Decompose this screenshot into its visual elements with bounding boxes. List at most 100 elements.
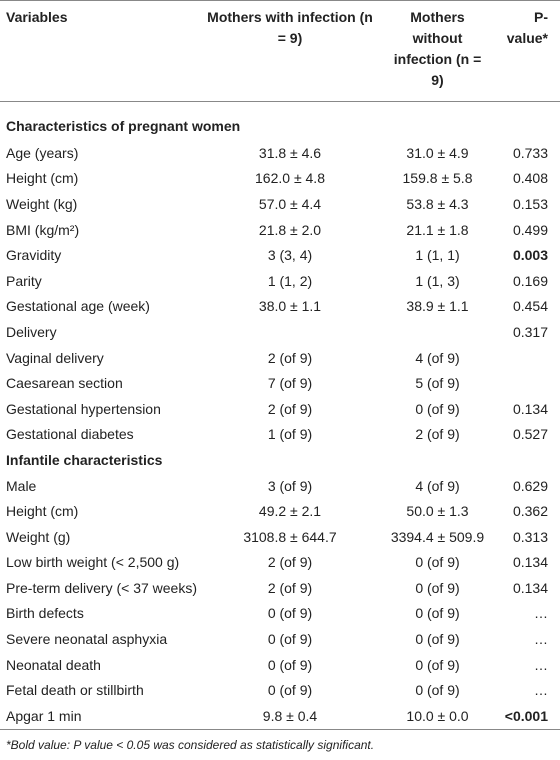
cell: Height (cm) xyxy=(6,503,79,520)
cell: 159.8 ± 5.8 xyxy=(402,170,473,187)
header-cell: P-value* xyxy=(506,9,548,46)
cell: 0 (of 9) xyxy=(415,605,460,622)
cell: Delivery xyxy=(6,323,57,340)
cell: 31.8 ± 4.6 xyxy=(258,144,322,161)
cell: Neonatal death xyxy=(6,656,101,673)
cell: Weight (g) xyxy=(6,528,71,545)
header-cell: Mothers with infection (n = 9) xyxy=(207,9,373,46)
data-row: Birth defects 0 (of 9) 0 (of 9)… xyxy=(0,601,560,627)
cell: 5 (of 9) xyxy=(415,375,460,392)
cell: 2 (of 9) xyxy=(267,349,313,366)
cell: 57.0 ± 4.4 xyxy=(258,195,322,212)
cell: Gravidity xyxy=(6,247,62,264)
cell: 2 (of 9) xyxy=(267,554,313,571)
cell: 0 (of 9) xyxy=(267,605,313,622)
data-row: Gestational hypertension 2 (of 9) 0 (of 9)… xyxy=(0,396,560,422)
cell: … xyxy=(534,631,548,648)
cell: 0.454 xyxy=(512,298,548,315)
cell: Weight (kg) xyxy=(6,195,78,212)
header-cell: Mothers without infection (n = 9) xyxy=(393,9,482,88)
data-row: Gravidity 3 (3, 4) 1 (1, 1) 0.003 xyxy=(0,242,560,268)
cell: Gestational diabetes xyxy=(6,426,134,443)
data-row: Height (cm) 49.2 ± 2.1 50.0 ± 1.3 0.362 xyxy=(0,498,560,524)
header-row: Variables Mothers with infection (n = 9)… xyxy=(0,0,560,102)
data-row: Gestational diabetes 1 (of 9) 2 (of 9) 0.52… xyxy=(0,422,560,448)
data-row: Delivery 0.317 xyxy=(0,319,560,345)
data-table: Variables Mothers with infection (n = 9)… xyxy=(0,0,560,730)
data-row: Caesarean section 7 (of 9) 5 (of 9) xyxy=(0,370,560,396)
data-row: Low birth weight (< 2,500 g) 2 (of 9) 0 (o… xyxy=(0,550,560,576)
section-row: Infantile characteristics xyxy=(0,447,560,473)
data-row: Male 3 (of 9) 4 (of 9) 0.629 xyxy=(0,473,560,499)
cell: 0 (of 9) xyxy=(267,682,313,699)
data-row: Gestational age (week) 38.0 ± 1.1 38.9 ± 1… xyxy=(0,294,560,320)
data-row: Pre-term delivery (< 37 weeks) 2 (of 9) 0 … xyxy=(0,575,560,601)
cell: 1 (1, 3) xyxy=(415,272,460,289)
cell: 0.313 xyxy=(512,528,548,545)
cell: 0.169 xyxy=(512,272,548,289)
data-row: Severe neonatal asphyxia 0 (of 9) 0 (of 9)… xyxy=(0,626,560,652)
data-row: Vaginal delivery 2 (of 9) 4 (of 9) xyxy=(0,345,560,371)
cell: Gestational hypertension xyxy=(6,400,161,417)
cell: 2 (of 9) xyxy=(415,426,460,443)
cell: 0 (of 9) xyxy=(415,554,460,571)
cell: … xyxy=(534,682,548,699)
cell: <0.001 xyxy=(504,707,548,724)
data-row: Apgar 1 min 9.8 ± 0.4 10.0 ± 0.0 <0.001 xyxy=(0,703,560,730)
data-row: Fetal death or stillbirth 0 (of 9) 0 (of 9… xyxy=(0,677,560,703)
footnote: *Bold value: P value < 0.05 was consider… xyxy=(6,737,375,752)
data-row: BMI (kg/m²) 21.8 ± 2.0 21.1 ± 1.8 0.499 xyxy=(0,217,560,243)
cell: Pre-term delivery (< 37 weeks) xyxy=(6,579,198,596)
data-row: Parity 1 (1, 2) 1 (1, 3) 0.169 xyxy=(0,268,560,294)
cell: 0.733 xyxy=(512,144,548,161)
cell: 21.1 ± 1.8 xyxy=(406,221,469,238)
cell: 50.0 ± 1.3 xyxy=(406,503,469,520)
data-row: Height (cm) 162.0 ± 4.8 159.8 ± 5.8 0.408 xyxy=(0,166,560,192)
section-title: Characteristics of pregnant women xyxy=(6,118,241,134)
cell: Severe neonatal asphyxia xyxy=(6,631,168,648)
cell: Age (years) xyxy=(6,144,79,161)
cell xyxy=(495,345,560,371)
cell: 1 (1, 1) xyxy=(415,247,460,264)
section-row: Characteristics of pregnant women xyxy=(0,102,560,141)
cell: 1 (of 9) xyxy=(267,426,313,443)
cell: 0 (of 9) xyxy=(415,682,460,699)
cell: 7 (of 9) xyxy=(267,375,313,392)
cell: 0.527 xyxy=(512,426,548,443)
cell: 3 (3, 4) xyxy=(267,247,313,264)
cell: 3 (of 9) xyxy=(267,477,313,494)
table-body: Characteristics of pregnant women Age (ye… xyxy=(0,102,560,730)
cell: 1 (1, 2) xyxy=(267,272,313,289)
cell: 0.003 xyxy=(512,247,548,264)
cell: 21.8 ± 2.0 xyxy=(258,221,322,238)
cell: Male xyxy=(6,477,37,494)
cell: 38.9 ± 1.1 xyxy=(406,298,469,315)
data-row: Weight (kg) 57.0 ± 4.4 53.8 ± 4.3 0.153 xyxy=(0,191,560,217)
cell xyxy=(200,319,380,345)
section-title: Infantile characteristics xyxy=(6,451,163,468)
cell xyxy=(495,370,560,396)
cell: Fetal death or stillbirth xyxy=(6,682,144,699)
cell: BMI (kg/m²) xyxy=(6,221,80,238)
cell: 0.362 xyxy=(512,503,548,520)
cell: 0 (of 9) xyxy=(267,631,313,648)
cell: 53.8 ± 4.3 xyxy=(406,195,469,212)
header-cell: Variables xyxy=(6,9,68,25)
cell: 0 (of 9) xyxy=(415,656,460,673)
cell: 0.499 xyxy=(512,221,548,238)
cell: 4 (of 9) xyxy=(415,349,460,366)
cell: 162.0 ± 4.8 xyxy=(255,170,325,187)
cell: 0.153 xyxy=(512,195,548,212)
cell: 0.317 xyxy=(512,323,548,340)
cell: Gestational age (week) xyxy=(6,298,150,315)
cell: Vaginal delivery xyxy=(6,349,104,366)
cell: Height (cm) xyxy=(6,170,79,187)
cell: 4 (of 9) xyxy=(415,477,460,494)
data-row: Neonatal death 0 (of 9) 0 (of 9)… xyxy=(0,652,560,678)
data-row: Age (years) 31.8 ± 4.6 31.0 ± 4.9 0.733 xyxy=(0,140,560,166)
cell: 2 (of 9) xyxy=(267,400,313,417)
cell: … xyxy=(534,656,548,673)
cell: 3394.4 ± 509.9 xyxy=(390,528,485,545)
cell: 31.0 ± 4.9 xyxy=(406,144,469,161)
